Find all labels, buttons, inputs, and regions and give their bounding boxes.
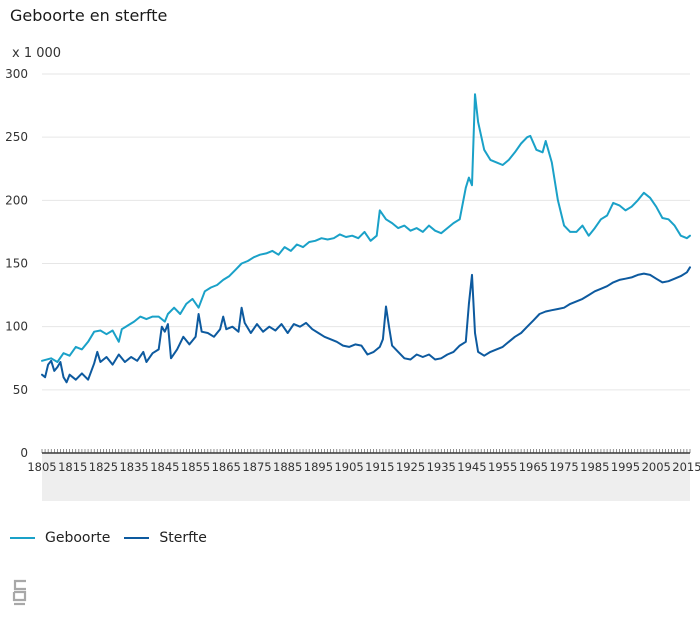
x-tick-label-1895: 1895 (304, 460, 333, 474)
y-tick-label-0: 0 (20, 446, 28, 460)
y-axis-unit-label: x 1 000 (12, 46, 62, 61)
y-tick-label-50: 50 (13, 383, 28, 397)
x-tick-label-1945: 1945 (457, 460, 486, 474)
x-tick-label-1845: 1845 (150, 460, 179, 474)
y-tick-label-100: 100 (5, 320, 28, 334)
y-tick-label-250: 250 (5, 130, 28, 144)
legend-swatch-geboorte (10, 537, 35, 539)
x-axis-band (42, 454, 690, 501)
x-tick-label-1855: 1855 (181, 460, 210, 474)
y-tick-label-200: 200 (5, 193, 28, 207)
legend-label-geboorte: Geboorte (45, 530, 111, 546)
x-tick-label-1905: 1905 (334, 460, 363, 474)
y-tick-label-300: 300 (5, 67, 28, 81)
cbs-logo (10, 578, 30, 612)
x-tick-label-1915: 1915 (365, 460, 394, 474)
x-tick-label-1975: 1975 (549, 460, 578, 474)
x-tick-label-1805: 1805 (27, 460, 56, 474)
legend-swatch-sterfte (124, 537, 150, 539)
x-tick-label-1955: 1955 (488, 460, 517, 474)
series-line-sterfte (41, 266, 691, 384)
legend-label-sterfte: Sterfte (159, 530, 207, 546)
x-tick-label-1885: 1885 (273, 460, 302, 474)
x-tick-label-1865: 1865 (212, 460, 241, 474)
x-tick-label-1875: 1875 (242, 460, 271, 474)
x-tick-label-1835: 1835 (119, 460, 148, 474)
x-tick-label-1925: 1925 (396, 460, 425, 474)
x-tick-label-1825: 1825 (89, 460, 118, 474)
x-tick-label-1985: 1985 (580, 460, 609, 474)
x-tick-label-2005: 2005 (642, 460, 671, 474)
legend-item-geboorte: Geboorte (10, 530, 110, 546)
series-line-geboorte (41, 93, 691, 363)
x-tick-label-2015: 2015 (672, 460, 700, 474)
x-tick-label-1935: 1935 (427, 460, 456, 474)
x-tick-label-1815: 1815 (58, 460, 87, 474)
x-tick-label-1995: 1995 (611, 460, 640, 474)
legend-item-sterfte: Sterfte (124, 530, 207, 546)
y-tick-label-150: 150 (5, 257, 28, 271)
chart-legend: Geboorte Sterfte (10, 530, 221, 546)
chart-title: Geboorte en sterfte (10, 6, 168, 25)
x-tick-label-1965: 1965 (519, 460, 548, 474)
